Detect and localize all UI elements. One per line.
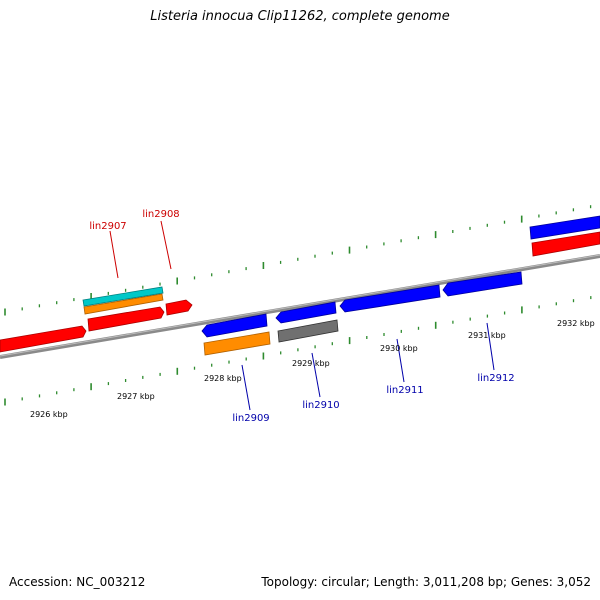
kbp-label-2929: 2929 kbp (292, 359, 330, 368)
gene-gray-lin2910[interactable] (277, 319, 339, 343)
genome-summary-text: Topology: circular; Length: 3,011,208 bp… (261, 575, 591, 589)
gene-orange-forward[interactable] (83, 293, 164, 315)
callout-lin2909 (241, 364, 251, 411)
gene-callouts (109, 220, 495, 411)
callout-lin2910 (311, 352, 321, 398)
gene-label-lin2911[interactable]: lin2911 (386, 385, 423, 396)
scale-ticks (4, 205, 592, 406)
genome-backbone-highlight (0, 254, 600, 357)
map-title: Listeria innocua Clip11262, complete gen… (150, 9, 450, 24)
gene-blue-lin2912[interactable] (442, 271, 523, 297)
gene-label-lin2912[interactable]: lin2912 (477, 373, 514, 384)
gene-blue-lin2911[interactable] (339, 284, 441, 313)
forward-strand-genes (0, 215, 600, 353)
kbp-label-2932: 2932 kbp (557, 319, 595, 328)
callout-lin2911 (396, 338, 405, 383)
gene-labels: lin2907 lin2908 lin2909 lin2910 lin2911 … (89, 209, 514, 424)
kbp-label-2926: 2926 kbp (30, 410, 68, 419)
gene-label-lin2908[interactable]: lin2908 (142, 209, 179, 220)
accession-text: Accession: NC_003212 (9, 575, 146, 589)
gene-red-1[interactable] (0, 325, 87, 353)
kbp-label-2928: 2928 kbp (204, 374, 242, 383)
gene-orange-lin2909[interactable] (203, 331, 271, 356)
gene-blue-right[interactable] (529, 215, 600, 240)
gene-red-lin2908[interactable] (165, 299, 193, 316)
genome-backbone (0, 254, 600, 359)
gene-label-lin2910[interactable]: lin2910 (302, 400, 339, 411)
gene-red-lin2907[interactable] (87, 306, 165, 332)
kbp-labels: 2926 kbp 2927 kbp 2928 kbp 2929 kbp 2930… (30, 319, 595, 419)
gene-blue-lin2909[interactable] (201, 313, 268, 338)
kbp-label-2930: 2930 kbp (380, 344, 418, 353)
reverse-strand-genes (201, 271, 523, 356)
callout-lin2907 (109, 230, 119, 279)
callout-lin2908 (160, 220, 172, 270)
kbp-label-2927: 2927 kbp (117, 392, 155, 401)
gene-label-lin2907[interactable]: lin2907 (89, 221, 126, 232)
gene-cyan-forward[interactable] (82, 286, 164, 307)
gene-red-right[interactable] (531, 231, 600, 257)
kbp-label-2931: 2931 kbp (468, 331, 506, 340)
gene-blue-lin2910[interactable] (275, 301, 337, 324)
gene-label-lin2909[interactable]: lin2909 (232, 413, 269, 424)
callout-lin2912 (486, 322, 495, 371)
